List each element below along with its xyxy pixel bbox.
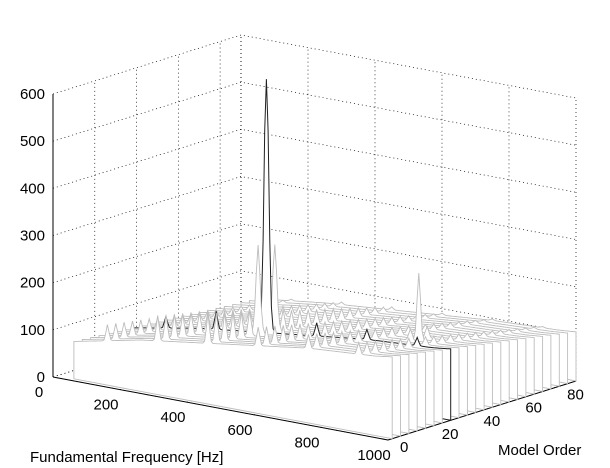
x-tick-label: 0 xyxy=(35,384,43,401)
tick-labels: 0 100 200 300 400 500 600 0 200 400 600 800 1000 0 20 4… xyxy=(20,86,584,464)
x-tick-label: 800 xyxy=(294,434,319,451)
wall-grid-z xyxy=(52,81,577,146)
y-tick-label: 0 xyxy=(400,439,408,456)
z-tick-label: 400 xyxy=(20,180,45,197)
y-tick-label: 80 xyxy=(567,387,584,404)
spectrum-trace-order-2 xyxy=(73,313,393,440)
axis-line xyxy=(52,376,389,441)
x-axis-label: Fundamental Frequency [Hz] xyxy=(30,449,223,466)
wall-grid-z xyxy=(52,34,577,99)
y-tick-label: 20 xyxy=(442,426,459,443)
z-tick-label: 200 xyxy=(20,275,45,292)
spectrum-traces xyxy=(73,79,577,440)
wall-grid-z xyxy=(52,223,577,288)
z-tick-label: 0 xyxy=(37,369,45,386)
x-tick-label: 600 xyxy=(227,422,252,439)
x-tick-label: 400 xyxy=(160,409,185,426)
z-tick-label: 600 xyxy=(20,86,45,103)
z-tick-label: 100 xyxy=(20,322,45,339)
y-tick-label: 60 xyxy=(525,400,542,417)
x-tick-label: 200 xyxy=(93,397,118,414)
wall-grid-z xyxy=(52,176,577,240)
z-tick-label: 500 xyxy=(20,133,45,150)
axes-box xyxy=(52,94,577,441)
y-tick-label: 40 xyxy=(484,413,501,430)
wall-grid-z xyxy=(52,128,577,193)
y-axis-label: Model Order xyxy=(498,442,581,459)
x-tick-label: 1000 xyxy=(357,447,390,464)
wall-grid-z xyxy=(52,270,577,335)
axis-line xyxy=(387,380,577,441)
z-tick-label: 300 xyxy=(20,228,45,245)
